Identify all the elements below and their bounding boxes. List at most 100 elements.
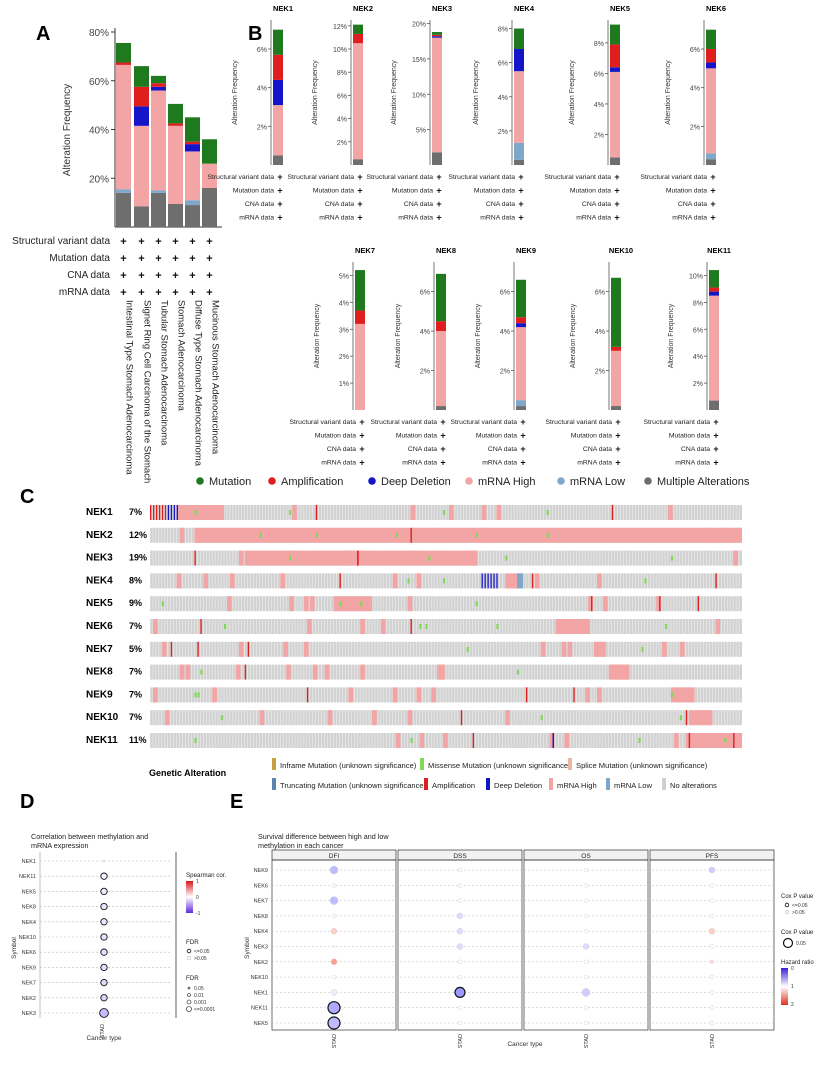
missense-cell (724, 738, 727, 743)
y-tick-label: 6% (595, 290, 605, 297)
profile-plus: + (520, 444, 525, 454)
y-tick-label: NEK2 (22, 996, 36, 1002)
hr-dot (330, 928, 338, 935)
amplification-cell (247, 641, 250, 657)
hr-dot (456, 943, 464, 950)
profile-row-label: Structural variant data (644, 419, 711, 426)
hr-dot (583, 959, 589, 964)
profile-row-label: Structural variant data (12, 236, 110, 247)
gene-title: NEK8 (436, 246, 456, 255)
mrna-high-cell (392, 687, 398, 703)
legend-bottom-deep_deletion: Deep Deletion (486, 778, 542, 790)
y-axis-label: Alteration Frequency (232, 60, 239, 125)
legend-label: No alterations (670, 781, 717, 790)
profile-plus: + (138, 287, 144, 299)
cna-cell (161, 505, 164, 520)
oncoprint-row-nek11: NEK11 11% (86, 733, 742, 748)
y-tick-label: NEK1 (22, 859, 36, 865)
hr-dot (329, 865, 339, 875)
mrna-high-cell (721, 527, 727, 543)
gene-label: NEK1 (86, 507, 113, 518)
missense-cell (496, 624, 499, 629)
bar-segment-mutation (273, 29, 283, 55)
legend-swatch (268, 477, 276, 485)
mrna-high-cell (185, 664, 191, 680)
color-bar (781, 968, 788, 1005)
bar-segment-mrna_high (151, 90, 166, 191)
missense-cell (197, 692, 200, 698)
missense-cell (194, 510, 197, 515)
profile-row-label: CNA data (681, 446, 710, 453)
bar-segment-mutation (134, 66, 149, 87)
profile-row-label: Mutation data (474, 188, 515, 195)
hr-dot (709, 974, 715, 980)
mrna-high-cell (617, 664, 623, 680)
legend-swatch (420, 758, 424, 770)
profile-plus: + (172, 270, 178, 282)
profile-plus: + (713, 417, 718, 427)
y-tick-label: 40% (89, 126, 109, 137)
amplification-cell (525, 687, 528, 703)
profile-plus: + (614, 213, 619, 223)
legend-dot (784, 902, 790, 908)
profile-plus: + (172, 253, 178, 265)
mrna-high-cell (540, 641, 546, 657)
profile-plus: + (189, 270, 195, 282)
hr-dot (709, 883, 715, 888)
percent-label: 7% (129, 621, 142, 631)
y-tick-label: NEK4 (22, 920, 36, 926)
profile-plus: + (120, 253, 126, 265)
cna-cell (155, 505, 158, 520)
mrna-high-cell (448, 505, 454, 520)
missense-cell (315, 532, 318, 538)
bar-segment-multiple (611, 406, 621, 410)
cna-cell (173, 505, 175, 520)
mrna-high-cell (306, 619, 312, 634)
legend-title: Spearman cor. (186, 872, 227, 879)
facet-label: PFS (706, 853, 719, 860)
y-tick-label: 6% (337, 93, 347, 100)
profile-row-label: Mutation data (666, 188, 707, 195)
category-label: Tubular Stomach Adenocarcinoma (159, 300, 170, 446)
bar-segment-amplification (151, 83, 166, 87)
hr-dot (583, 913, 589, 919)
profile-row-label: Mutation data (49, 253, 110, 264)
category-label: Intestinal Type Stomach Adenocarcinoma (124, 300, 135, 475)
facet-label: OS (581, 853, 591, 860)
missense-cell (407, 578, 410, 584)
amplification-cell (410, 527, 412, 543)
corr-dot (100, 948, 108, 956)
mrna-high-cell (561, 641, 567, 657)
hr-dot (583, 1020, 589, 1026)
legend-swatch (662, 778, 666, 790)
y-axis-label: Alteration Frequency (569, 60, 576, 125)
gene-bar-nek6: NEK6 2% 4% 6% Alteration Frequency Structural… (641, 4, 727, 223)
y-axis-label: Symbol (11, 937, 18, 959)
mrna-high-cell (588, 596, 593, 612)
y-tick-label: 10% (412, 92, 426, 99)
y-tick-label: 2% (500, 369, 510, 376)
profile-row-label: CNA data (678, 201, 707, 208)
bar-segment-mutation (514, 28, 524, 49)
bar-segment-amplification (610, 44, 620, 68)
profile-row-label: mRNA data (482, 460, 517, 467)
profile-plus: + (155, 253, 161, 265)
mrna-high-cell (176, 573, 182, 589)
mrna-high-cell (238, 641, 244, 657)
legend-label: Amplification (432, 781, 475, 790)
y-tick-label: 2% (337, 140, 347, 147)
legend-label: Missense Mutation (unknown significance) (428, 761, 571, 770)
y-tick-label: NEK5 (22, 889, 36, 895)
bar-segment-amplification (273, 54, 283, 80)
missense-cell (466, 646, 469, 652)
profile-plus: + (520, 458, 525, 468)
mrna-high-cell (715, 619, 721, 634)
bar-segment-multiple (202, 188, 217, 227)
mrna-high-cell (437, 664, 442, 680)
profile-row-label: Structural variant data (208, 174, 275, 181)
legend-label: <=0.0001 (194, 1007, 215, 1013)
y-tick-label: 6% (420, 290, 430, 297)
mrna-high-cell (410, 505, 416, 520)
legend-title: Hazard ratio (781, 960, 814, 966)
mrna-high-cell (662, 641, 667, 657)
